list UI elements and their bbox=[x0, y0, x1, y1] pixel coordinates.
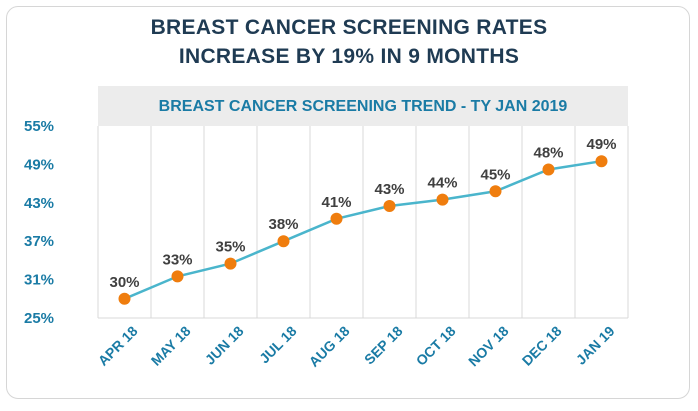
chart-card bbox=[6, 6, 690, 399]
y-tick-label: 43% bbox=[24, 195, 54, 212]
x-tick-label: SEP 18 bbox=[361, 323, 406, 368]
x-tick-label: OCT 18 bbox=[413, 323, 459, 369]
data-label: 44% bbox=[427, 175, 457, 192]
x-tick-label: JUN 18 bbox=[202, 323, 247, 368]
chart-subtitle: BREAST CANCER SCREENING TREND - TY JAN 2… bbox=[159, 98, 568, 115]
data-point bbox=[383, 200, 396, 212]
data-point bbox=[224, 257, 237, 270]
x-tick-label: APR 18 bbox=[95, 323, 141, 369]
data-label: 48% bbox=[533, 145, 563, 162]
x-tick-label: AUG 18 bbox=[306, 323, 353, 370]
data-label: 30% bbox=[109, 274, 139, 291]
x-tick-label: NOV 18 bbox=[465, 323, 512, 370]
data-point bbox=[118, 292, 131, 305]
data-point bbox=[542, 163, 555, 176]
y-tick-label: 37% bbox=[24, 233, 54, 250]
y-tick-label: 49% bbox=[24, 156, 54, 173]
y-tick-label: 25% bbox=[24, 310, 54, 327]
x-tick-label: MAY 18 bbox=[148, 323, 194, 369]
y-tick-label: 31% bbox=[24, 272, 54, 289]
data-point bbox=[330, 212, 343, 225]
data-label: 45% bbox=[480, 166, 510, 183]
y-tick-label: 55% bbox=[24, 118, 54, 135]
headline-line-2: INCREASE BY 19% IN 9 MONTHS bbox=[178, 45, 520, 68]
data-label: 41% bbox=[321, 194, 351, 211]
data-point bbox=[436, 193, 449, 206]
data-label: 49% bbox=[586, 136, 616, 153]
grid-lines bbox=[97, 126, 629, 319]
x-axis-ticks: APR 18 MAY 18 JUN 18 JUL 18 AUG 18 SEP 18 OCT … bbox=[95, 323, 618, 370]
data-points bbox=[118, 155, 608, 305]
data-point bbox=[277, 235, 290, 248]
data-point bbox=[595, 155, 608, 168]
data-label: 33% bbox=[162, 251, 192, 268]
data-point bbox=[171, 270, 184, 283]
y-axis-ticks: 25% 31% 37% 43% 49% 55% bbox=[24, 118, 54, 327]
data-label: 38% bbox=[268, 216, 298, 233]
headline-line-1: BREAST CANCER SCREENING RATES bbox=[150, 16, 548, 39]
data-point bbox=[489, 185, 502, 198]
x-tick-label: JAN 19 bbox=[573, 323, 618, 368]
data-labels: 30% 33% 35% 38% 41% 43% 44% 45% 48% 49% bbox=[109, 136, 616, 291]
x-tick-label: DEC 18 bbox=[519, 323, 565, 369]
chart-subtitle-band bbox=[98, 86, 628, 126]
x-tick-label: JUL 18 bbox=[256, 323, 300, 367]
series-line bbox=[124, 159, 602, 300]
data-label: 35% bbox=[215, 239, 245, 256]
data-label: 43% bbox=[374, 181, 404, 198]
